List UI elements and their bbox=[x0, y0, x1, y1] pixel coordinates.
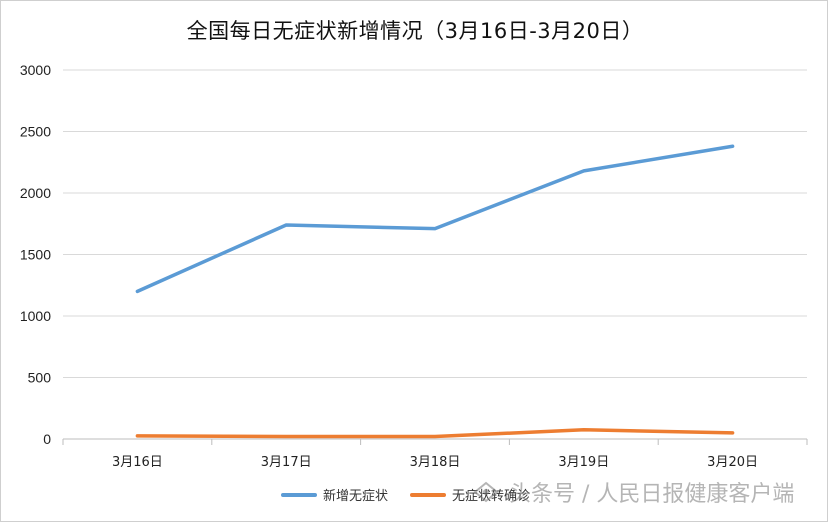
x-tick-label-4: 3月20日 bbox=[707, 455, 758, 470]
x-tick-label-2: 3月18日 bbox=[410, 455, 461, 470]
legend-swatch-series-0 bbox=[281, 493, 317, 497]
legend-label-series-0: 新增无症状 bbox=[323, 485, 388, 504]
watermark-text: 头条号 / 人民日报健康客户端 bbox=[509, 476, 794, 508]
x-tick-label-1: 3月17日 bbox=[261, 455, 312, 470]
legend-item-series-0: 新增无症状 bbox=[281, 485, 388, 504]
series-line-1 bbox=[137, 430, 732, 437]
y-tick-label-3000: 3000 bbox=[20, 62, 51, 78]
y-tick-label-0: 0 bbox=[43, 431, 51, 447]
y-tick-label-500: 500 bbox=[28, 370, 52, 386]
legend-swatch-series-1 bbox=[410, 493, 446, 497]
y-tick-label-1500: 1500 bbox=[20, 247, 51, 263]
x-tick-label-3: 3月19日 bbox=[558, 455, 609, 470]
y-tick-label-2500: 2500 bbox=[20, 124, 51, 140]
y-tick-label-1000: 1000 bbox=[20, 308, 51, 324]
y-tick-label-2000: 2000 bbox=[20, 185, 51, 201]
x-tick-label-0: 3月16日 bbox=[112, 455, 163, 470]
series-line-0 bbox=[137, 146, 732, 291]
watermark-logo-icon bbox=[473, 481, 499, 503]
watermark: 头条号 / 人民日报健康客户端 bbox=[473, 476, 794, 508]
